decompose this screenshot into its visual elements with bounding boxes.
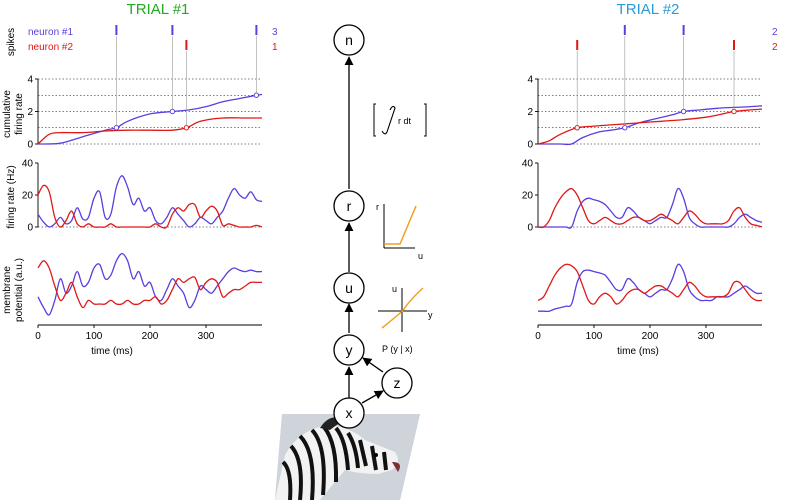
relu-curve [384, 205, 417, 245]
trial1-spike-marker [183, 125, 190, 131]
legend-neuron1: neuron #1 [28, 27, 73, 38]
time-axis-label-trial1: time (ms) [91, 346, 133, 357]
linear-inset: u y [378, 284, 433, 332]
linear-ylabel: u [392, 284, 397, 294]
node-r: r [333, 190, 365, 222]
trial1-y-tick-label: 4 [27, 75, 33, 86]
cumulative-axis-label-line1: cumulative [2, 90, 13, 138]
trial2-y-tick-label: 0 [527, 140, 533, 151]
trial2-title: TRIAL #2 [617, 1, 680, 18]
likelihood-label: P (y | x) [382, 344, 413, 354]
trial1-series-2-line [37, 117, 262, 145]
integral-label: r dt [398, 116, 412, 126]
trial1-series-2-line [37, 184, 263, 229]
time-axis-label-trial2: time (ms) [617, 346, 659, 357]
spike-count-neuron2-trial1: 1 [272, 42, 278, 53]
trial1-y-tick-label: 20 [22, 191, 34, 202]
trial2-x-tick-label: 100 [586, 331, 603, 342]
trial2-y-tick-label: 20 [522, 191, 534, 202]
trial1-spike-marker [113, 125, 120, 131]
spike-count-neuron1-trial1: 3 [272, 27, 278, 38]
trial1-y-tick-label: 2 [27, 107, 33, 118]
trial1-x-tick-label: 300 [198, 331, 215, 342]
node-n: n [333, 24, 365, 56]
node-r-label: r [347, 198, 352, 214]
cumulative-axis-label-line2: firing rate [14, 93, 25, 135]
integral-annotation: r dt [373, 103, 427, 137]
node-u: u [333, 272, 365, 304]
trial2-x-tick-label: 200 [642, 331, 659, 342]
trial1-title: TRIAL #1 [127, 1, 190, 18]
relu-ylabel: r [376, 202, 379, 212]
graphical-model-edges [344, 56, 384, 404]
relu-xlabel: u [418, 251, 423, 261]
spike-count-neuron1-trial2: 2 [772, 27, 778, 38]
trial1-series-1-line [37, 252, 263, 316]
trial2-y-tick-label: 40 [522, 159, 534, 170]
trial1-series-2-line [37, 260, 262, 309]
trial2-y-tick-label: 0 [527, 223, 533, 234]
trial2-y-tick-label: 2 [527, 107, 533, 118]
trial2-series-2-line [537, 187, 763, 229]
trial2-spike-marker [574, 125, 580, 131]
trial1-series-1-line [37, 175, 263, 228]
node-n-label: n [345, 32, 353, 48]
trial2-series-1-line [538, 105, 763, 146]
trial1-y-tick-label: 0 [27, 140, 33, 151]
edge-z-to-y [362, 357, 384, 373]
node-x: x [333, 397, 365, 429]
trial2-series-1-line [537, 187, 763, 229]
legend-neuron2: neuron #2 [28, 42, 73, 53]
membrane-axis-label-line2: potential (a.u.) [14, 258, 25, 322]
trial1-x-tick-label: 0 [35, 331, 41, 342]
trial2-series-1-line [538, 263, 763, 313]
trial1-y-tick-label: 0 [27, 223, 33, 234]
trial2-x-tick-label: 0 [535, 331, 541, 342]
trial1-x-tick-label: 200 [142, 331, 159, 342]
linear-curve [381, 287, 424, 329]
trial1-spike-marker [169, 108, 176, 115]
edge-x-to-z [361, 390, 384, 404]
trial2-series-2-line [537, 263, 763, 305]
linear-xlabel: y [428, 310, 433, 320]
trial2-spike-marker [622, 125, 628, 131]
trial1-spike-marker [253, 92, 260, 98]
trial2-y-tick-label: 4 [527, 75, 533, 86]
trial2-spike-marker [680, 108, 687, 115]
node-z: z [381, 367, 413, 399]
membrane-axis-label-line1: membrane [2, 266, 13, 314]
node-y: y [333, 334, 365, 366]
trial2-series-2-line [537, 108, 763, 145]
trial1-y-tick-label: 40 [22, 159, 34, 170]
integral-sign-icon [381, 105, 396, 135]
node-x-label: x [346, 405, 353, 421]
trial2-spike-marker [731, 108, 737, 115]
node-u-label: u [345, 280, 353, 296]
node-y-label: y [346, 342, 353, 358]
trial1-x-tick-label: 100 [86, 331, 103, 342]
firing-rate-axis-label: firing rate (Hz) [6, 165, 17, 228]
trial1-series-1-line [37, 93, 263, 145]
spike-count-neuron2-trial2: 2 [772, 42, 778, 53]
spikes-axis-label: spikes [6, 28, 17, 56]
node-z-label: z [394, 375, 401, 391]
relu-nonlinearity-inset: r u [376, 202, 423, 261]
trial2-x-tick-label: 300 [698, 331, 715, 342]
